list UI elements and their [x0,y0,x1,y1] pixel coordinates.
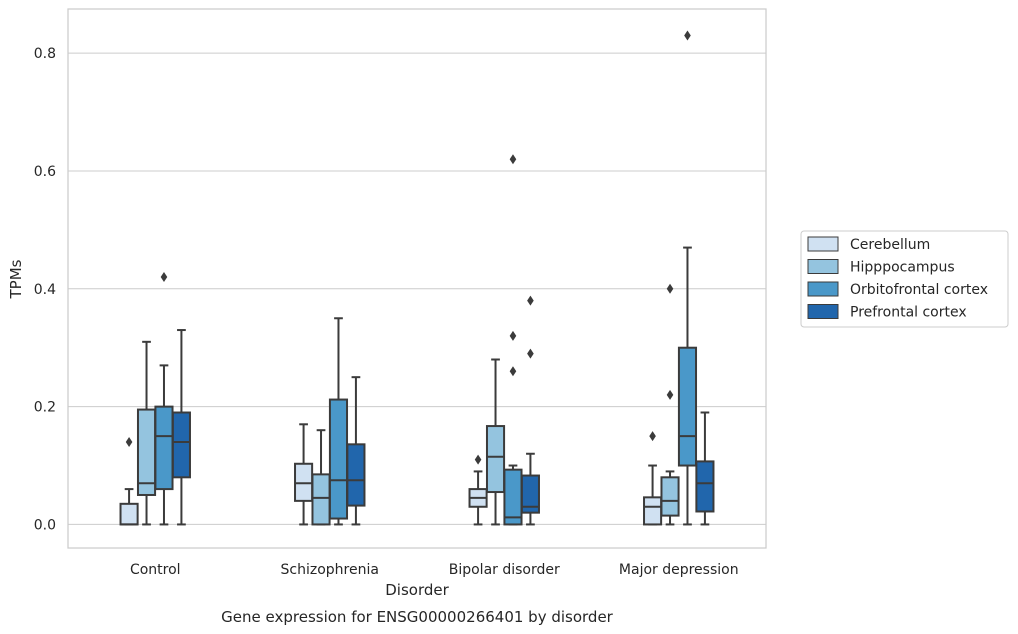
legend-swatch [807,304,839,319]
y-tick-label: 0.4 [34,282,56,298]
y-tick-label: 0.2 [34,400,56,416]
x-tick-label: Major depression [619,562,739,578]
legend-label: Hipppocampus [850,260,955,276]
x-axis-label: Disorder [385,581,449,599]
x-axis-ticks: Control Schizophrenia Bipolar disorder Majo… [130,562,739,578]
legend-label: Orbitofrontal cortex [850,282,988,298]
y-tick-label: 0.6 [34,164,56,180]
outlier-point [509,330,517,341]
box-prefrontal-cortex [520,295,540,526]
x-tick-label: Bipolar disorder [449,562,560,578]
outlier-point [125,436,133,447]
outlier-point [684,30,691,41]
box-orbitofrontal-cortex [677,30,698,526]
box [154,405,174,491]
x-tick-label: Control [130,562,181,578]
y-axis-label: TPMs [7,259,25,299]
box-plot-series [119,30,715,526]
legend-swatch [807,281,839,297]
outlier-point [649,431,656,442]
box [677,346,698,467]
box-hipppocampus [136,340,157,526]
box [503,468,523,526]
y-axis-ticks: 0.0 0.2 0.4 0.6 0.8 [34,46,56,533]
box [346,443,366,507]
legend-frame [800,230,1009,328]
box-hipppocampus [311,429,331,526]
legend-swatch [807,259,839,274]
box-cerebellum [468,454,488,526]
y-tick-label: 0.0 [34,517,56,533]
outlier-point [509,366,517,377]
box [311,473,331,526]
y-tick-label: 0.8 [34,46,56,62]
legend-label: Prefrontal cortex [850,305,967,321]
outlier-point [666,283,674,294]
outlier-point [527,348,534,359]
outlier-point [160,272,168,283]
chart-caption: Gene expression for ENSG00000266401 by d… [221,608,614,626]
box [643,496,663,526]
x-tick-label: Schizophrenia [281,562,379,578]
plot-frame [67,8,767,549]
legend-swatch [807,236,839,252]
box-prefrontal-cortex [346,376,366,526]
box-cerebellum [294,423,314,526]
box-cerebellum [119,436,139,526]
box [328,398,349,520]
box-orbitofrontal-cortex [154,272,174,526]
box [136,408,157,496]
legend-label: Cerebellum [850,237,930,253]
box [695,460,715,513]
box-orbitofrontal-cortex [503,154,523,526]
outlier-point [527,295,534,306]
box-hipppocampus [660,283,680,526]
box-cerebellum [643,431,663,526]
box-prefrontal-cortex [171,329,191,526]
box [119,502,139,526]
outlier-point [509,154,517,165]
box-prefrontal-cortex [695,411,715,526]
box-orbitofrontal-cortex [328,317,349,526]
box-hipppocampus [485,358,506,526]
box [485,425,506,494]
outlier-point [666,389,674,400]
box [660,476,680,517]
legend: Cerebellum Hipppocampus Orbitofrontal cort… [800,230,1009,328]
box [520,474,540,514]
outlier-point [474,454,482,465]
box [171,411,191,479]
